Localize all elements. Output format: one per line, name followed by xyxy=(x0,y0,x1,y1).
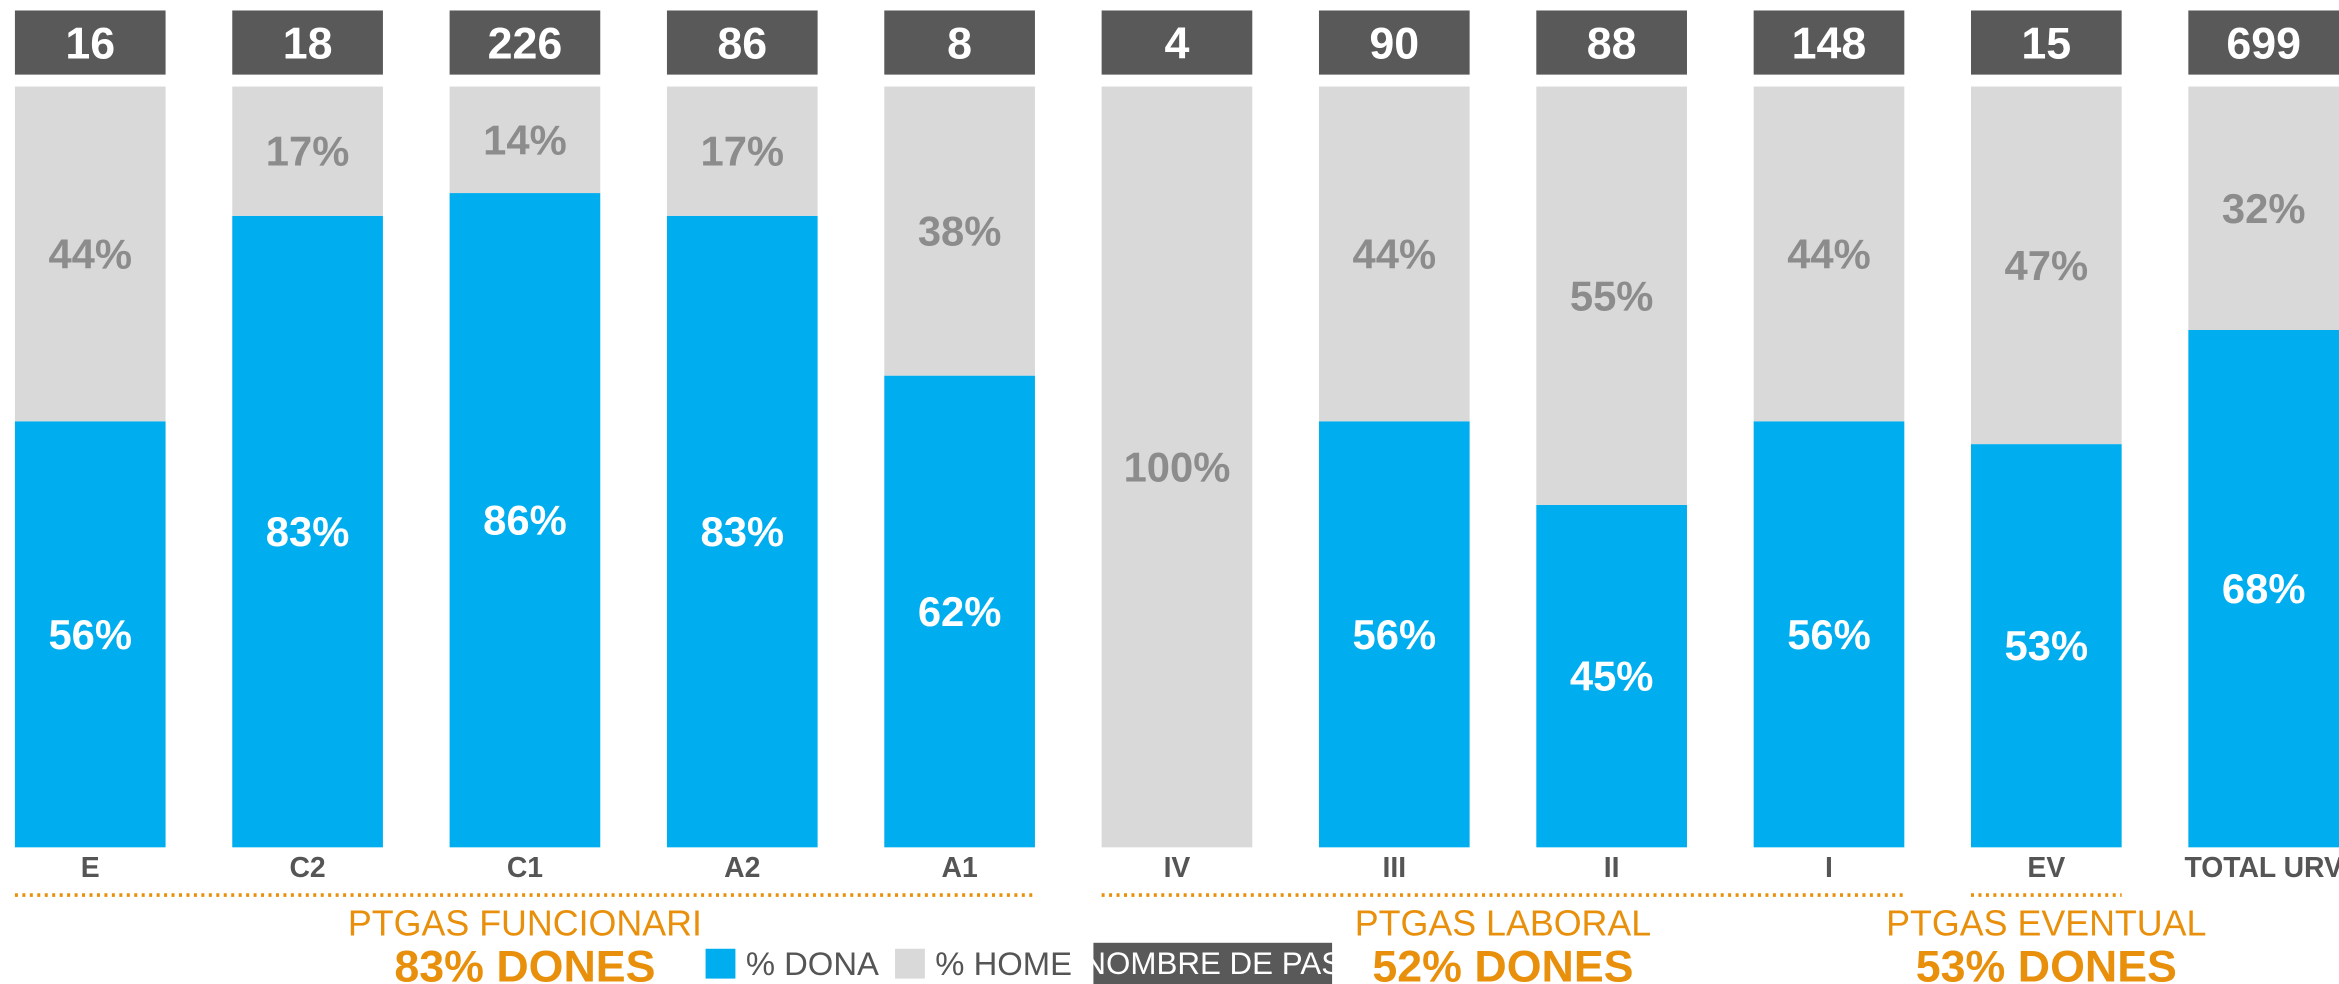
bar-segment xyxy=(1753,86,1905,422)
count-box xyxy=(1970,10,2122,75)
category-label: EV xyxy=(2027,852,2065,884)
count-box xyxy=(1536,10,1687,75)
bar-segment xyxy=(1318,421,1470,848)
category-label: II xyxy=(1604,852,1620,884)
category-label: C1 xyxy=(507,852,543,884)
value-label: 44% xyxy=(48,230,132,277)
value-label: 56% xyxy=(1787,611,1871,658)
bar-segment xyxy=(884,375,1035,848)
bar-segment xyxy=(449,193,601,848)
bar-segment xyxy=(884,86,1035,376)
bar-segment xyxy=(14,421,166,848)
value-label: 47% xyxy=(2005,242,2089,289)
legend-count-box xyxy=(1093,942,1333,984)
bar-segment xyxy=(1970,86,2122,445)
value-label: 32% xyxy=(2222,185,2306,232)
value-label: 17% xyxy=(700,128,784,175)
count-box xyxy=(1101,10,1253,75)
bar-segment xyxy=(232,215,383,848)
value-label: 53% xyxy=(2005,622,2089,669)
value-label: 83% xyxy=(266,508,350,555)
group-subtitle: 53% DONES xyxy=(1916,942,2177,984)
legend-swatch xyxy=(705,948,736,979)
bar-segment xyxy=(666,215,818,848)
legend-swatch xyxy=(895,948,925,979)
value-label: 56% xyxy=(1353,611,1437,658)
value-label: 56% xyxy=(48,611,132,658)
category-label: TOTAL URV xyxy=(2184,852,2339,884)
group-title: PTGAS EVENTUAL xyxy=(1886,903,2206,943)
bar-segment xyxy=(1318,86,1470,422)
value-label: 44% xyxy=(1787,230,1871,277)
value-label: 38% xyxy=(918,208,1002,255)
bar-segment xyxy=(1536,86,1687,505)
count-box xyxy=(232,10,383,75)
legend-label: NOMBRE DE PAS xyxy=(1083,946,1342,981)
bar-segment xyxy=(2188,86,2339,331)
count-label: 15 xyxy=(2021,18,2071,68)
bar-segment xyxy=(14,86,166,422)
bar-segment xyxy=(449,86,601,194)
category-label: IV xyxy=(1164,852,1191,884)
count-label: 16 xyxy=(65,18,115,68)
bar-segment xyxy=(1101,86,1253,848)
count-box xyxy=(449,10,601,75)
count-label: 4 xyxy=(1165,18,1190,68)
value-label: 100% xyxy=(1124,443,1231,490)
bar-segment xyxy=(1536,504,1687,848)
group-subtitle: 83% DONES xyxy=(394,942,655,984)
count-box xyxy=(1318,10,1470,75)
count-box xyxy=(14,10,166,75)
count-box xyxy=(1753,10,1905,75)
value-label: 55% xyxy=(1570,272,1654,319)
count-box xyxy=(2188,10,2339,75)
count-label: 699 xyxy=(2226,18,2301,68)
bar-segment xyxy=(1753,421,1905,848)
group-title: PTGAS LABORAL xyxy=(1355,903,1651,943)
count-label: 90 xyxy=(1369,18,1419,68)
count-box xyxy=(884,10,1035,75)
category-label: A2 xyxy=(724,852,760,884)
value-label: 17% xyxy=(266,128,350,175)
bar-segment xyxy=(666,86,818,216)
legend-label: % HOME xyxy=(935,945,1072,982)
category-label: I xyxy=(1825,852,1833,884)
count-box xyxy=(666,10,818,75)
bar-segment xyxy=(2188,330,2339,848)
value-label: 44% xyxy=(1353,230,1437,277)
count-label: 8 xyxy=(947,18,972,68)
value-label: 62% xyxy=(918,588,1002,635)
count-label: 88 xyxy=(1587,18,1637,68)
count-label: 86 xyxy=(717,18,767,68)
value-label: 68% xyxy=(2222,565,2306,612)
count-label: 226 xyxy=(488,18,563,68)
value-label: 83% xyxy=(700,508,784,555)
group-subtitle: 52% DONES xyxy=(1372,942,1633,984)
value-label: 14% xyxy=(483,116,567,163)
group-title: PTGAS FUNCIONARI xyxy=(348,903,702,943)
category-label: C2 xyxy=(289,852,325,884)
category-label: III xyxy=(1382,852,1406,884)
legend-label: % DONA xyxy=(746,945,879,982)
category-label: A1 xyxy=(942,852,978,884)
bar-segment xyxy=(232,86,383,216)
value-label: 86% xyxy=(483,497,567,544)
bar-segment xyxy=(1970,444,2122,848)
value-label: 45% xyxy=(1570,653,1654,700)
count-label: 148 xyxy=(1792,18,1867,68)
count-label: 18 xyxy=(283,18,333,68)
category-label: E xyxy=(81,852,100,884)
